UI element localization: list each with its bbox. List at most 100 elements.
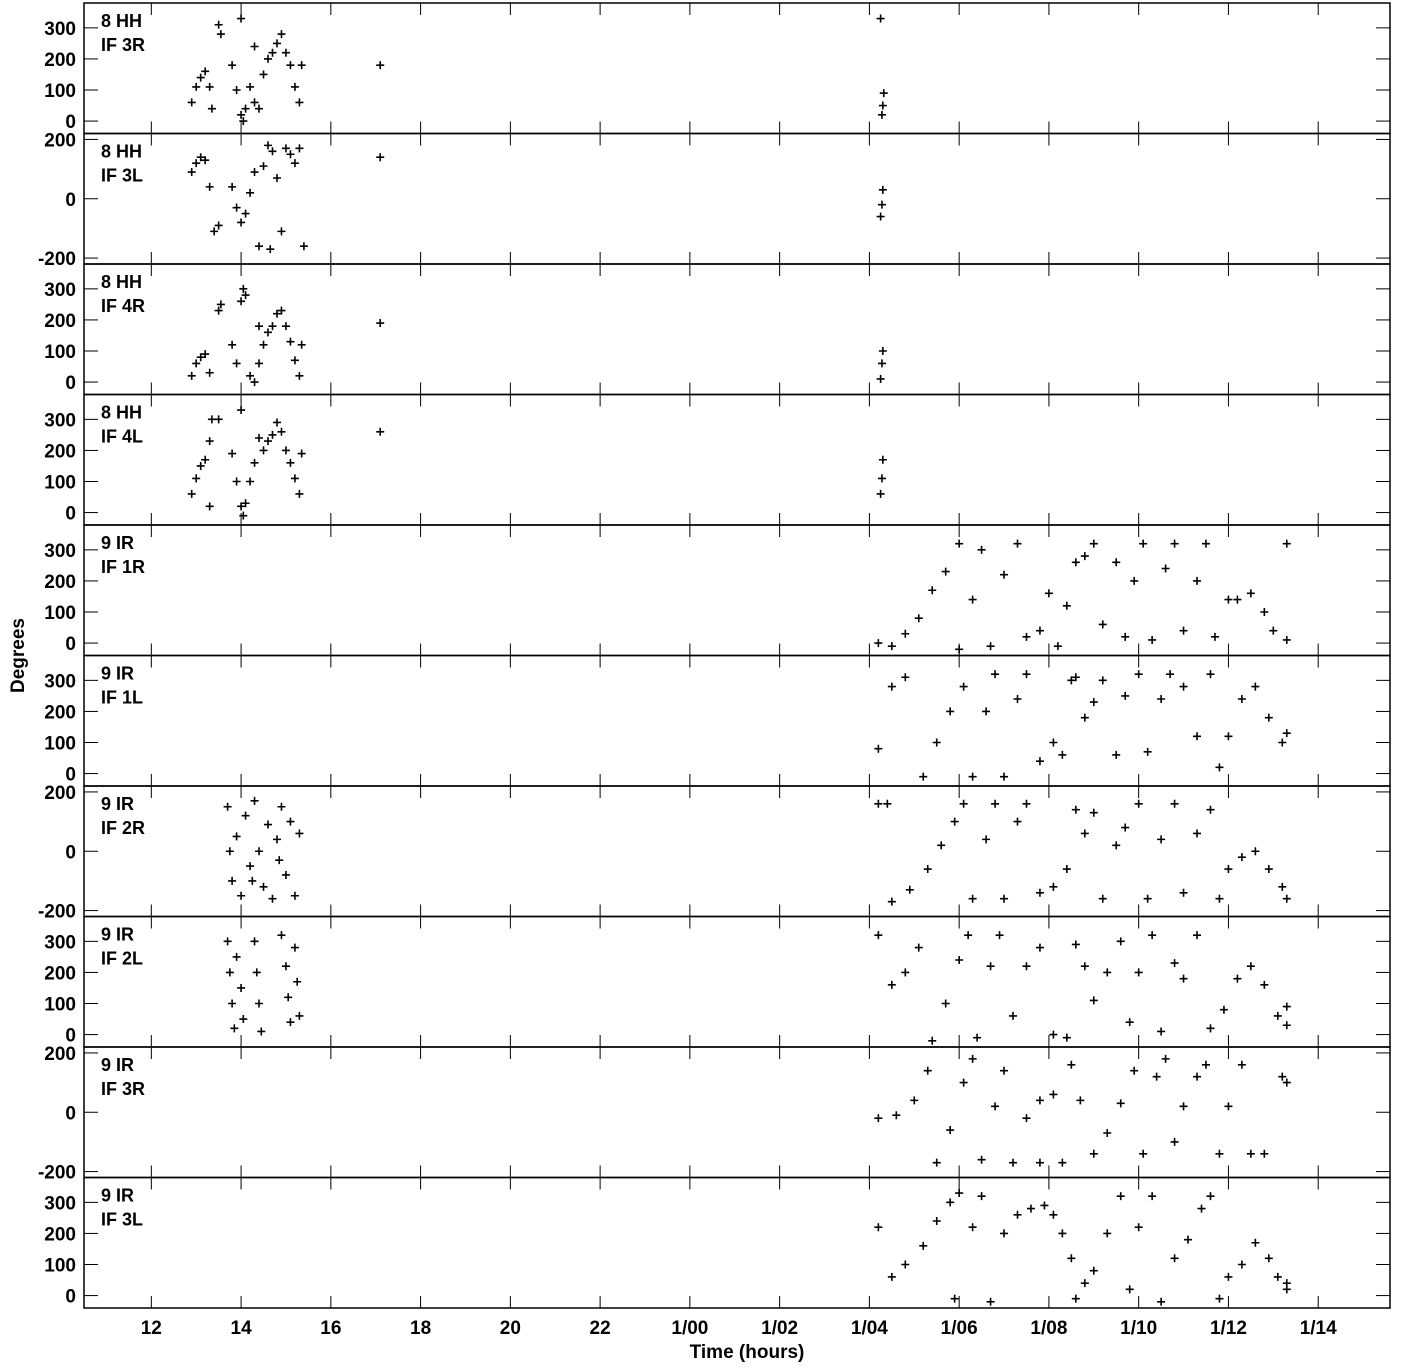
- data-point: [1000, 570, 1009, 579]
- series-points: [187, 14, 888, 126]
- data-point: [1080, 962, 1089, 971]
- series-points: [187, 141, 887, 254]
- data-point: [241, 291, 250, 300]
- x-tick-label: 14: [231, 1318, 253, 1339]
- data-point: [290, 356, 299, 365]
- data-point: [223, 802, 232, 811]
- data-point: [937, 841, 946, 850]
- data-point: [1076, 1096, 1085, 1105]
- data-point: [905, 885, 914, 894]
- data-point: [250, 937, 259, 946]
- data-point: [295, 98, 304, 107]
- data-point: [228, 182, 237, 191]
- data-point: [1206, 670, 1215, 679]
- data-point: [1273, 1011, 1282, 1020]
- data-point: [1053, 642, 1062, 651]
- data-point: [1035, 757, 1044, 766]
- data-point: [1067, 1060, 1076, 1069]
- data-point: [275, 856, 284, 865]
- x-tick-label: 1/12: [1210, 1318, 1247, 1339]
- data-point: [259, 70, 268, 79]
- panel-1: 0 100 200 300 8 HH IF 3R: [44, 2, 1391, 135]
- data-point: [1251, 1238, 1260, 1247]
- data-point: [1022, 632, 1031, 641]
- data-point: [232, 952, 241, 961]
- data-point: [1089, 698, 1098, 707]
- data-point: [1224, 865, 1233, 874]
- series-points: [223, 931, 1291, 1045]
- data-point: [1237, 1260, 1246, 1269]
- data-point: [1009, 1158, 1018, 1167]
- data-point: [237, 218, 246, 227]
- data-point: [995, 931, 1004, 940]
- data-point: [883, 799, 892, 808]
- y-axis-title: Degrees: [8, 618, 29, 693]
- data-point: [1067, 676, 1076, 685]
- y-tick-label: 100: [44, 603, 76, 624]
- data-point: [241, 104, 250, 113]
- y-tick-label: 100: [44, 734, 76, 755]
- data-point: [239, 1015, 248, 1024]
- panel-label-baseline: 8 HH: [101, 272, 142, 292]
- data-point: [228, 999, 237, 1008]
- data-point: [268, 322, 277, 331]
- data-point: [1206, 1024, 1215, 1033]
- y-tick-label: 300: [44, 19, 76, 40]
- data-point: [1170, 1137, 1179, 1146]
- panel-label-baseline: 8 HH: [101, 403, 142, 423]
- panel-label-if: IF 2R: [101, 818, 145, 838]
- data-point: [968, 772, 977, 781]
- data-point: [257, 1027, 266, 1036]
- data-point: [1121, 632, 1130, 641]
- data-point: [946, 1198, 955, 1207]
- y-tick-label: 300: [44, 410, 76, 431]
- data-point: [1026, 1204, 1035, 1213]
- x-tick-label: 1/10: [1120, 1318, 1157, 1339]
- data-point: [1282, 1021, 1291, 1030]
- data-point: [268, 48, 277, 57]
- data-point: [281, 48, 290, 57]
- data-point: [879, 89, 888, 98]
- data-point: [205, 502, 214, 511]
- data-point: [941, 999, 950, 1008]
- data-point: [977, 1192, 986, 1201]
- data-point: [1080, 1279, 1089, 1288]
- data-point: [887, 1272, 896, 1281]
- data-point: [910, 1096, 919, 1105]
- panel-label-baseline: 9 IR: [101, 925, 134, 945]
- data-point: [1260, 608, 1269, 616]
- data-point: [277, 227, 286, 236]
- data-point: [277, 931, 286, 940]
- y-tick-label: 300: [44, 671, 76, 692]
- data-point: [299, 242, 308, 251]
- data-point: [1035, 626, 1044, 635]
- data-point: [232, 832, 241, 841]
- data-point: [1179, 682, 1188, 691]
- data-point: [290, 943, 299, 952]
- data-point: [205, 182, 214, 191]
- data-point: [1071, 805, 1080, 814]
- y-tick-label: 0: [65, 1287, 76, 1308]
- data-point: [1134, 1223, 1143, 1232]
- data-point: [1264, 713, 1273, 722]
- data-point: [1116, 937, 1125, 946]
- data-point: [968, 595, 977, 604]
- data-point: [281, 870, 290, 879]
- panel-label-baseline: 9 IR: [101, 664, 134, 684]
- data-point: [237, 14, 246, 23]
- panel-label-baseline: 9 IR: [101, 533, 134, 553]
- data-point: [991, 799, 1000, 808]
- data-point: [192, 474, 201, 483]
- data-point: [290, 82, 299, 91]
- data-point: [986, 1297, 995, 1306]
- x-tick-label: 1/14: [1300, 1318, 1337, 1339]
- data-point: [205, 368, 214, 377]
- data-point: [1044, 589, 1053, 598]
- data-point: [264, 820, 273, 829]
- series-points: [187, 284, 887, 387]
- data-point: [1161, 1054, 1170, 1063]
- data-point: [946, 1126, 955, 1135]
- data-point: [246, 371, 255, 380]
- data-point: [1143, 747, 1152, 756]
- data-point: [290, 159, 299, 168]
